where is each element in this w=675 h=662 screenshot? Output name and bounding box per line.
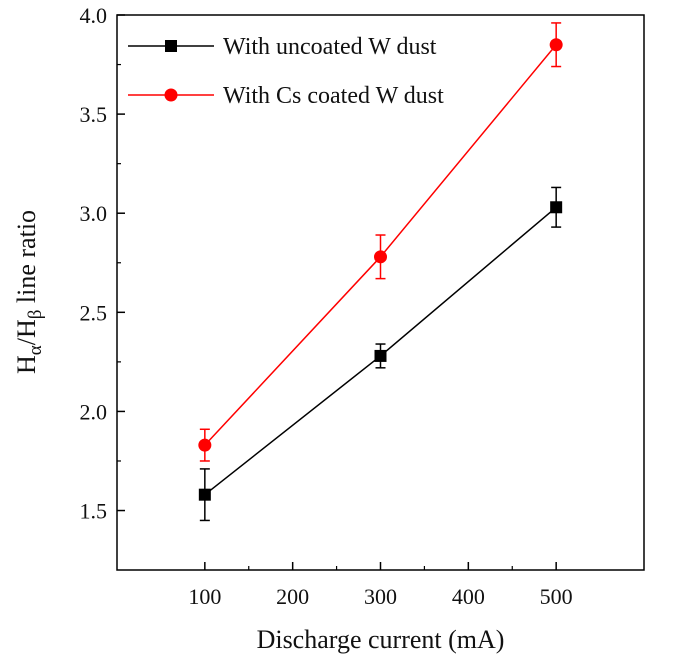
legend-marker-cs-coated xyxy=(164,88,178,102)
legend-marker-uncoated xyxy=(165,40,177,52)
x-tick-label: 400 xyxy=(452,584,485,609)
y-tick-label: 1.5 xyxy=(80,499,108,524)
y-title-beta-sub: β xyxy=(25,310,46,320)
legend-label-cs-coated: With Cs coated W dust xyxy=(223,83,444,109)
y-title-alpha-sub: α xyxy=(25,345,46,355)
data-point-cs-coated xyxy=(198,438,212,452)
ticks-layer: 100 200 300 400 500 1.5 2.0 2.5 3.0 3.5 4.0 xyxy=(80,3,573,609)
x-axis-title: Discharge current (mA) xyxy=(257,625,505,654)
x-tick-label: 500 xyxy=(540,584,573,609)
y-title-h-beta: H xyxy=(12,319,41,338)
y-tick-label: 2.0 xyxy=(80,399,108,424)
y-axis-title: Hα/Hβ line ratio xyxy=(12,210,46,374)
x-tick-label: 300 xyxy=(364,584,397,609)
data-point-cs-coated xyxy=(549,38,563,52)
y-title-rest: line ratio xyxy=(12,210,41,310)
y-tick-label: 3.5 xyxy=(80,102,108,127)
markers-layer xyxy=(198,22,563,522)
legend: With uncoated W dust With Cs coated W dus… xyxy=(128,34,444,109)
x-tick-label: 200 xyxy=(276,584,309,609)
data-point-cs-coated xyxy=(374,250,387,264)
data-point-uncoated xyxy=(198,488,211,501)
y-tick-label: 4.0 xyxy=(80,3,108,28)
y-title-slash: / xyxy=(12,337,41,345)
x-tick-label: 100 xyxy=(188,584,221,609)
data-point-uncoated xyxy=(550,201,563,214)
y-title-h-alpha: H xyxy=(12,355,41,374)
data-point-uncoated xyxy=(374,349,387,362)
y-tick-label: 2.5 xyxy=(80,300,108,325)
legend-label-uncoated: With uncoated W dust xyxy=(223,34,437,60)
y-tick-label: 3.0 xyxy=(80,201,108,226)
